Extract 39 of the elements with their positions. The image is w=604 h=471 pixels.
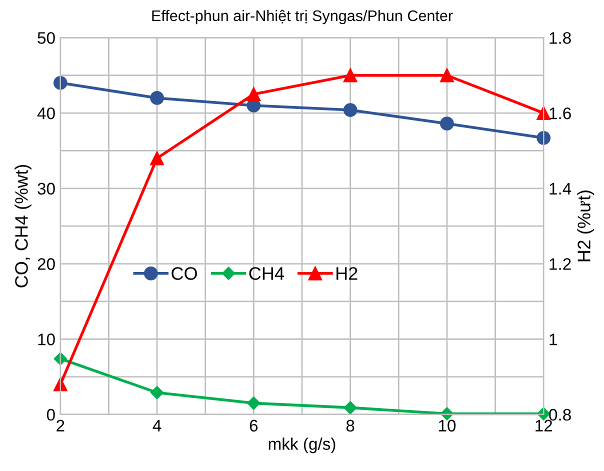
y2-tick-label: 1.2 — [550, 258, 571, 270]
y-tick-label: 50 — [38, 32, 55, 44]
y-tick-label: 10 — [38, 334, 55, 346]
x-tick-label: 4 — [152, 420, 162, 432]
point — [246, 87, 261, 102]
y2-tick-label: 1.4 — [550, 182, 572, 194]
y2-axis-title: H2 (%ưt) — [577, 190, 594, 262]
legend-label: CH4 — [249, 267, 284, 280]
x-tick-label: 12 — [536, 420, 552, 432]
point — [247, 396, 260, 410]
y-axis-title: CO, CH4 (%wt) — [14, 165, 32, 288]
y-tick-label: 40 — [37, 107, 55, 120]
point — [343, 103, 358, 117]
point — [440, 407, 454, 420]
point — [150, 386, 164, 400]
chart-title: Effect-phun air-Nhiệt trị Syngas/Phun Center — [152, 10, 453, 24]
y-tick-label: 20 — [38, 258, 55, 270]
y2-tick-label: 1.6 — [550, 107, 571, 120]
x-tick-label: 10 — [438, 420, 456, 432]
point — [344, 401, 357, 414]
point — [53, 76, 68, 90]
y-tick-label: 0 — [46, 408, 55, 421]
y2-tick-label: 1 — [550, 334, 557, 346]
point — [536, 130, 551, 145]
point — [150, 91, 164, 105]
y2-tick-label: 1.8 — [550, 32, 571, 44]
x-tick-label: 6 — [250, 420, 258, 432]
x-axis-title: mkk (g/s) — [268, 438, 336, 454]
x-tick-label: 2 — [56, 420, 64, 432]
point — [53, 377, 68, 392]
point — [440, 116, 454, 131]
y-tick-label: 30 — [38, 182, 55, 195]
legend-label: H2 — [336, 267, 358, 280]
legend-label: CO — [172, 267, 197, 280]
point — [150, 151, 164, 166]
point — [440, 68, 454, 82]
y2-tick-label: 0.8 — [549, 408, 571, 421]
x-tick-label: 8 — [346, 420, 354, 432]
point — [343, 68, 358, 82]
